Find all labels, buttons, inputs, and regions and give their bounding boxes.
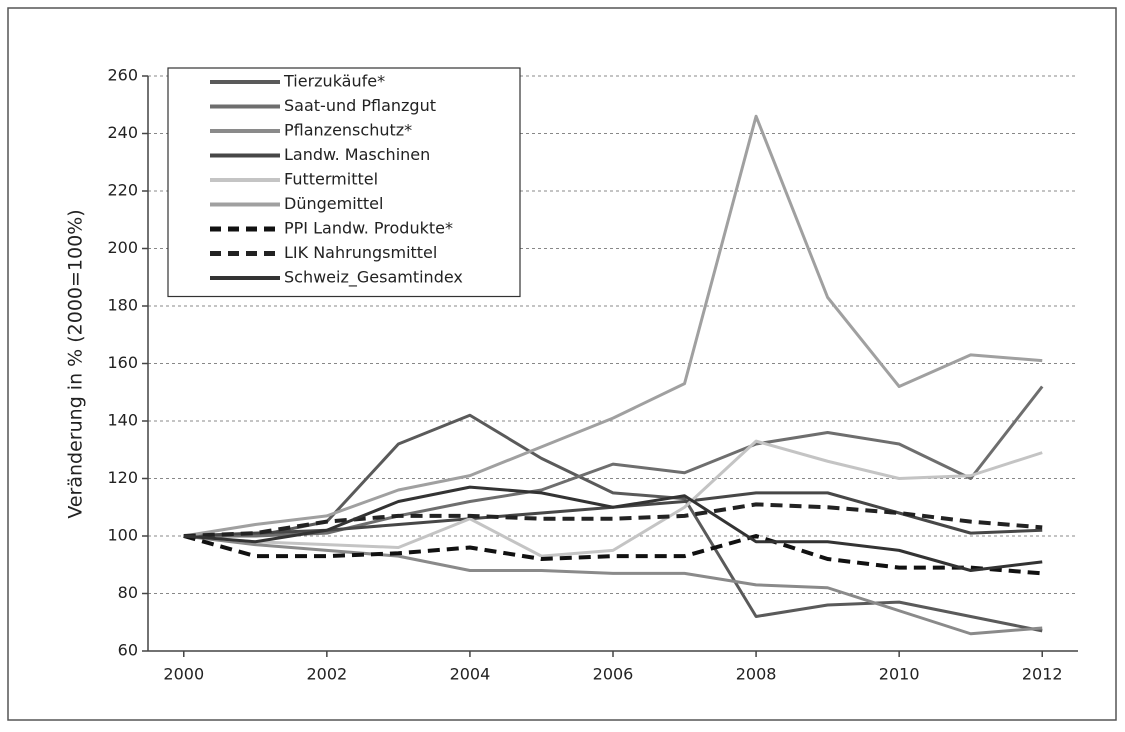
x-tick-label: 2002 [306,665,347,684]
legend-label: Saat-und Pflanzgut [284,96,436,115]
series-line [183,439,1043,558]
series-line [183,502,1043,538]
y-tick-label: 100 [107,526,138,545]
y-tick-label: 60 [118,641,138,660]
legend-label: Schweiz_Gesamtindex [284,268,463,288]
legend-label: Tierzukäufe* [283,72,385,91]
y-tick-label: 240 [107,123,138,142]
x-tick-label: 2004 [450,665,491,684]
x-tick-label: 2012 [1022,665,1063,684]
y-tick-label: 220 [107,181,138,200]
y-tick-label: 80 [118,583,138,602]
x-tick-label: 2000 [163,665,204,684]
series-line [183,534,1043,576]
y-axis-label: Veränderung in % (2000=100%) [65,209,87,518]
series-line [183,534,1043,636]
legend-label: Landw. Maschinen [284,145,430,164]
legend-label: LIK Nahrungsmittel [284,243,437,262]
legend-label: Futtermittel [284,170,378,189]
x-tick-label: 2006 [593,665,634,684]
series-line [183,114,1043,538]
y-tick-label: 120 [107,468,138,487]
y-tick-label: 140 [107,411,138,430]
x-tick-label: 2008 [736,665,777,684]
x-tick-label: 2010 [879,665,920,684]
legend-label: Pflanzenschutz* [284,121,412,140]
y-tick-label: 160 [107,353,138,372]
series-line [183,485,1043,572]
legend-label: Düngemittel [284,194,383,213]
y-tick-label: 260 [107,66,138,85]
y-tick-label: 180 [107,296,138,315]
legend-label: PPI Landw. Produkte* [284,219,453,238]
series-line [183,385,1044,538]
y-tick-label: 200 [107,238,138,257]
